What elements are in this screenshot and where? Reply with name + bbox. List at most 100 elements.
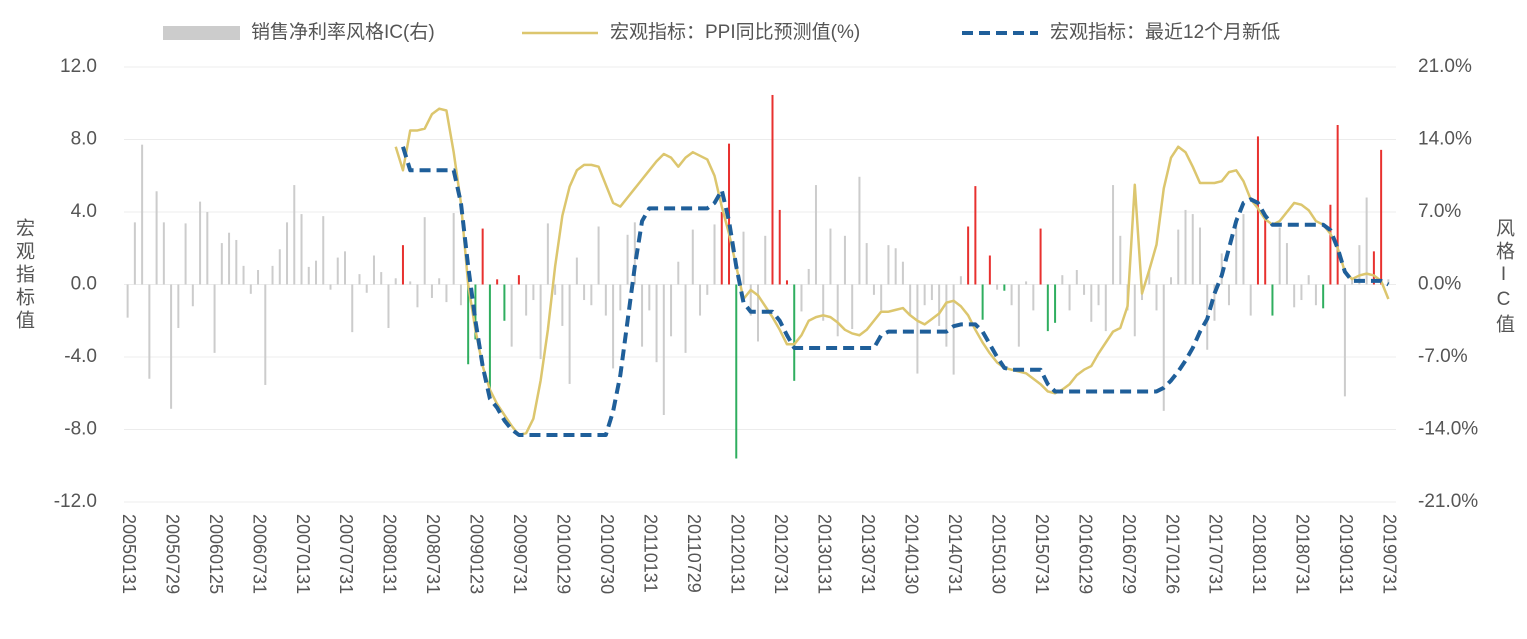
bar bbox=[684, 284, 687, 353]
bar bbox=[829, 228, 832, 285]
bar bbox=[1249, 284, 1252, 316]
bar bbox=[278, 249, 281, 285]
legend-swatch bbox=[163, 26, 240, 40]
bar bbox=[539, 284, 542, 360]
bar bbox=[1293, 284, 1296, 308]
bar bbox=[735, 284, 738, 459]
bar bbox=[1097, 284, 1100, 306]
bar bbox=[800, 284, 803, 312]
bar bbox=[315, 260, 318, 285]
bar bbox=[945, 284, 948, 347]
bar bbox=[329, 284, 332, 290]
bar bbox=[843, 235, 846, 285]
bar bbox=[1314, 284, 1317, 306]
bar bbox=[836, 284, 839, 337]
bar bbox=[1278, 227, 1281, 285]
legend-label: 销售净利率风格IC(右) bbox=[251, 21, 435, 43]
bar bbox=[199, 201, 202, 285]
bar bbox=[1198, 227, 1201, 285]
y2-tick-label: -14.0% bbox=[1418, 419, 1478, 440]
x-tick-label: 20110131 bbox=[641, 514, 661, 593]
bar bbox=[336, 257, 339, 285]
bar bbox=[496, 279, 499, 285]
bar bbox=[641, 284, 644, 347]
bar bbox=[894, 248, 897, 285]
bar bbox=[191, 284, 194, 307]
bar bbox=[1068, 284, 1071, 311]
bar bbox=[242, 265, 245, 285]
bar bbox=[1329, 204, 1332, 285]
bar bbox=[343, 251, 346, 285]
bar bbox=[409, 281, 412, 285]
bar bbox=[351, 284, 354, 333]
line bbox=[394, 107, 1390, 437]
y-tick-label: 8.0 bbox=[71, 129, 97, 150]
bar bbox=[793, 284, 796, 381]
bar bbox=[612, 284, 615, 369]
bar bbox=[1155, 284, 1158, 311]
x-tick-label: 20170731 bbox=[1206, 514, 1226, 594]
bar bbox=[423, 217, 426, 285]
x-tick-label: 20140130 bbox=[901, 514, 921, 594]
x-tick-label: 20050131 bbox=[119, 514, 139, 594]
bar bbox=[517, 275, 520, 285]
bar bbox=[699, 284, 702, 316]
x-tick-label: 20140731 bbox=[945, 514, 965, 594]
bar bbox=[916, 284, 919, 374]
x-tick-label: 20070731 bbox=[336, 514, 356, 594]
bar bbox=[380, 272, 383, 285]
bar bbox=[604, 284, 607, 316]
bar bbox=[1061, 275, 1064, 285]
bar bbox=[554, 284, 557, 295]
bar bbox=[1358, 245, 1361, 285]
bar bbox=[141, 144, 144, 285]
x-tick-label: 20110729 bbox=[684, 514, 704, 593]
bar bbox=[184, 223, 187, 285]
bar bbox=[126, 284, 129, 318]
bar bbox=[814, 185, 817, 285]
bar bbox=[286, 222, 289, 285]
bar bbox=[416, 284, 419, 308]
bar bbox=[822, 284, 825, 321]
x-tick-label: 20100730 bbox=[597, 514, 617, 594]
bar bbox=[1322, 284, 1325, 309]
bar bbox=[532, 284, 535, 301]
bar bbox=[778, 209, 781, 285]
y-axis-title: 宏观指标值 bbox=[13, 218, 34, 333]
x-tick-label: 20180131 bbox=[1249, 514, 1269, 594]
bar bbox=[264, 284, 267, 385]
bar bbox=[923, 284, 926, 306]
bar bbox=[1162, 284, 1165, 411]
bar bbox=[1119, 235, 1122, 285]
x-tick-label: 20130731 bbox=[858, 514, 878, 594]
bar bbox=[568, 284, 571, 384]
x-tick-label: 20060731 bbox=[249, 514, 269, 594]
bar bbox=[1083, 284, 1086, 295]
x-tick-label: 20100129 bbox=[554, 514, 574, 594]
bar bbox=[1133, 284, 1136, 337]
x-tick-label: 20170126 bbox=[1162, 514, 1182, 594]
dashed-line bbox=[401, 146, 1390, 437]
bar bbox=[626, 234, 629, 285]
x-tick-label: 20160129 bbox=[1075, 514, 1095, 594]
bar bbox=[452, 213, 455, 285]
x-tick-label: 20190731 bbox=[1380, 514, 1400, 594]
bar bbox=[307, 266, 310, 285]
bar bbox=[1054, 284, 1057, 323]
x-tick-label: 20090731 bbox=[510, 514, 530, 594]
x-tick-label: 20060125 bbox=[206, 514, 226, 594]
x-tick-label: 20130131 bbox=[814, 514, 834, 594]
bar bbox=[938, 284, 941, 326]
y-tick-label: -8.0 bbox=[64, 419, 97, 440]
y2-tick-label: 14.0% bbox=[1418, 129, 1472, 150]
bar bbox=[372, 255, 375, 285]
bar bbox=[1285, 243, 1288, 285]
bar bbox=[764, 235, 767, 285]
bar bbox=[967, 226, 970, 285]
bar bbox=[1191, 214, 1194, 285]
bar bbox=[300, 214, 303, 285]
bar bbox=[590, 284, 593, 306]
bar bbox=[525, 284, 528, 316]
